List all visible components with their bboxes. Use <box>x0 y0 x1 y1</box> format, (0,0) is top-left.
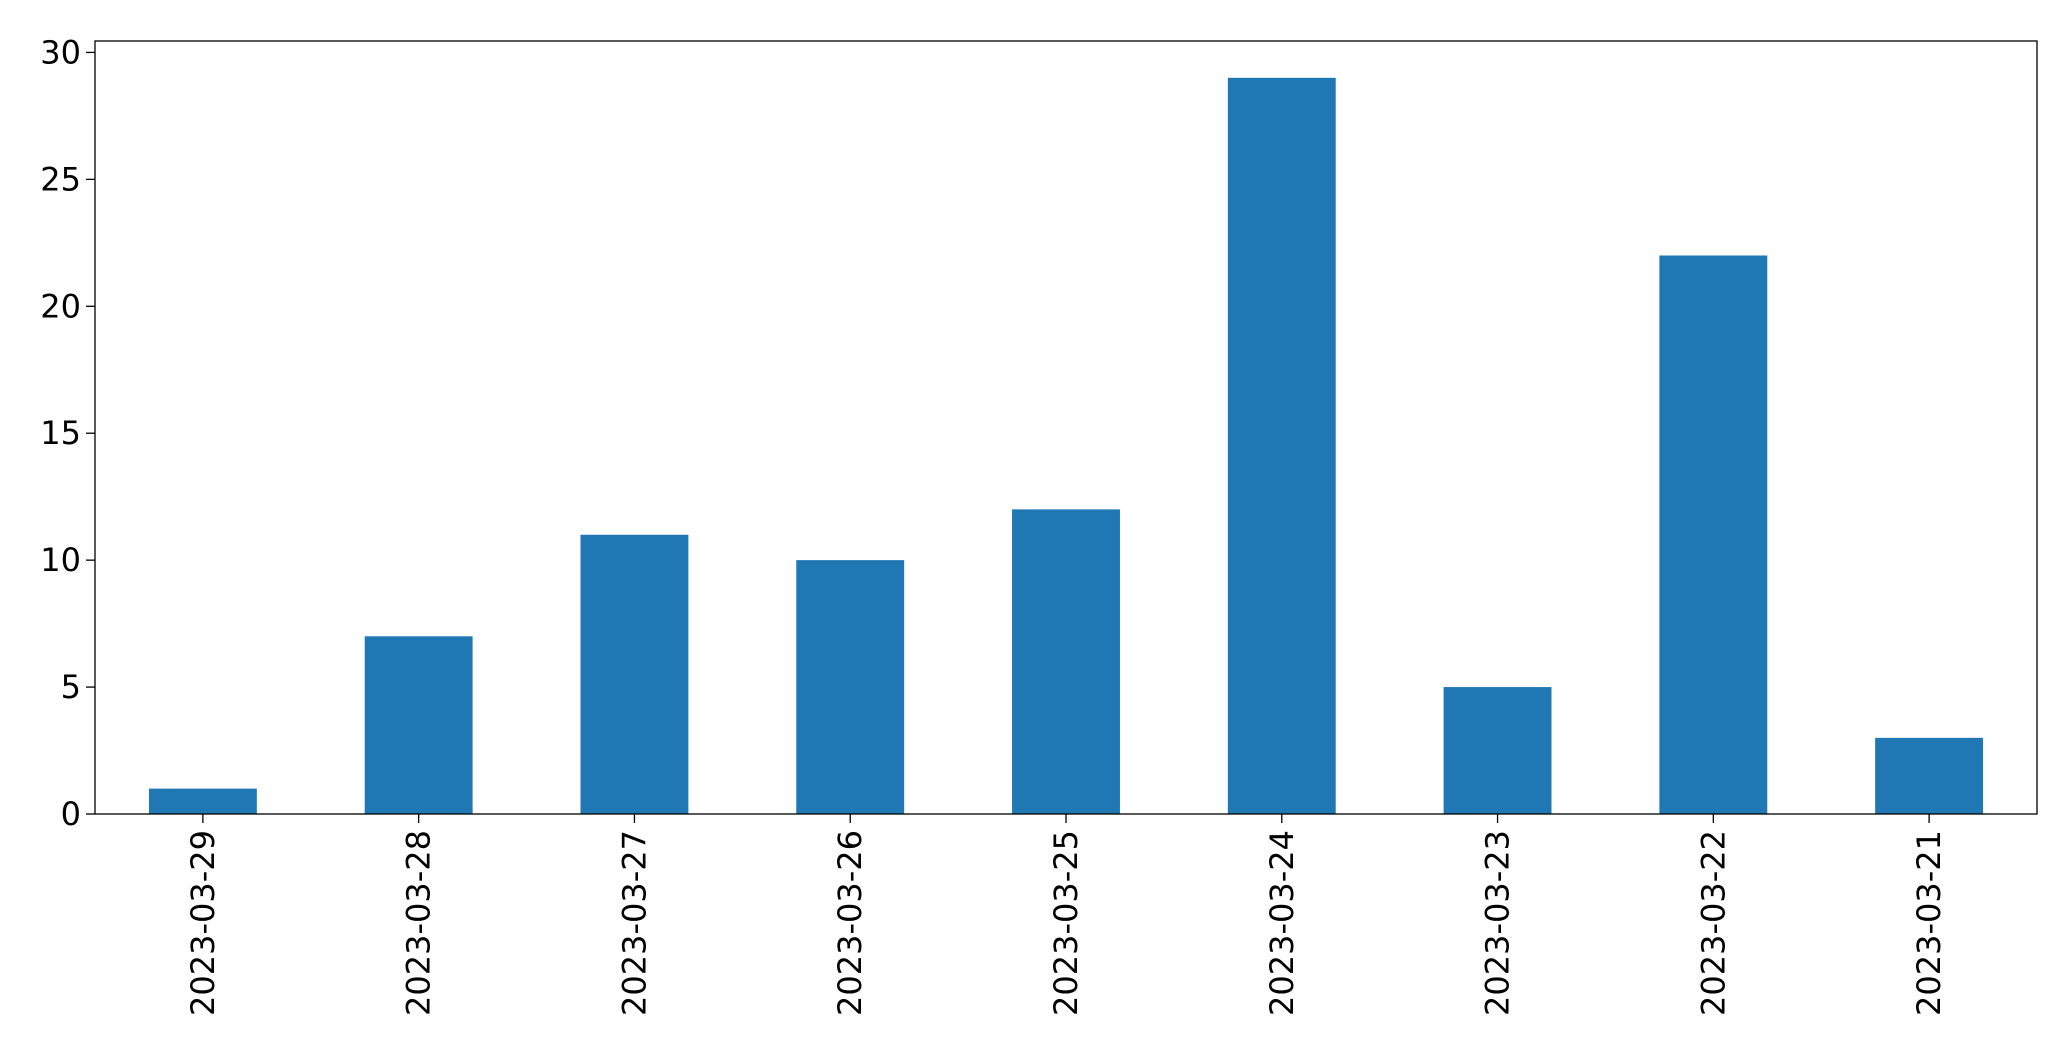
x-tick-label: 2023-03-29 <box>184 830 222 1016</box>
bar <box>1443 687 1552 814</box>
plot-frame <box>94 40 2038 815</box>
x-tick-label: 2023-03-24 <box>1263 830 1301 1016</box>
x-tick-label: 2023-03-27 <box>615 830 653 1016</box>
y-tick-label: 0 <box>61 795 81 833</box>
x-tick-label: 2023-03-23 <box>1479 830 1517 1016</box>
x-tick-label: 2023-03-22 <box>1694 830 1732 1016</box>
y-tick-label: 20 <box>40 287 81 325</box>
y-tick-label: 15 <box>40 414 81 452</box>
x-tick-label: 2023-03-25 <box>1047 830 1085 1016</box>
bar <box>796 560 905 814</box>
x-tick-label: 2023-03-28 <box>400 830 438 1016</box>
bar <box>364 636 473 814</box>
bar <box>148 788 257 814</box>
bar <box>1012 509 1120 814</box>
bar <box>1659 255 1768 814</box>
x-tick-label: 2023-03-21 <box>1910 830 1948 1016</box>
bar <box>1227 77 1336 815</box>
y-tick-label: 10 <box>40 541 81 579</box>
y-tick-label: 30 <box>40 33 81 71</box>
y-tick-label: 5 <box>61 668 81 706</box>
x-tick-label: 2023-03-26 <box>831 830 869 1016</box>
y-tick-label: 25 <box>40 160 81 198</box>
bar <box>580 534 689 814</box>
bar <box>1875 737 1984 814</box>
